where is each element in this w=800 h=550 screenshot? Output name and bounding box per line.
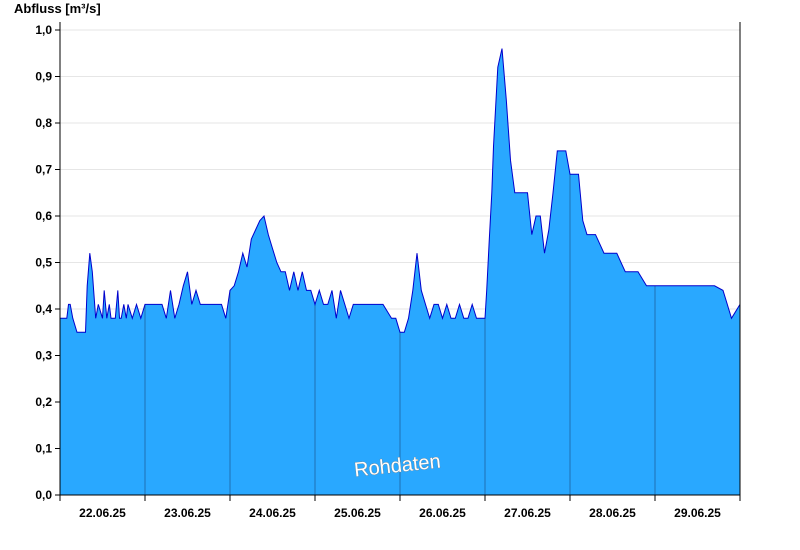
x-tick-label: 29.06.25 (674, 506, 721, 520)
y-tick-label: 0,6 (35, 209, 52, 223)
x-tick-label: 23.06.25 (164, 506, 211, 520)
x-tick-label: 22.06.25 (79, 506, 126, 520)
y-tick-label: 0,1 (35, 442, 52, 456)
y-tick-label: 0,8 (35, 116, 52, 130)
x-tick-label: 24.06.25 (249, 506, 296, 520)
x-tick-label: 28.06.25 (589, 506, 636, 520)
x-tick-label: 25.06.25 (334, 506, 381, 520)
x-tick-label: 27.06.25 (504, 506, 551, 520)
y-tick-labels: 0,0 0,1 0,2 0,3 0,4 0,5 0,6 0,7 0,8 0,9 1,0 (35, 23, 60, 502)
day-separators (144, 174, 656, 495)
y-tick-label: 0,9 (35, 70, 52, 84)
y-tick-label: 0,3 (35, 349, 52, 363)
y-tick-label: 0,0 (35, 488, 52, 502)
y-tick-label: 0,2 (35, 395, 52, 409)
y-tick-label: 0,7 (35, 163, 52, 177)
y-tick-label: 0,5 (35, 256, 52, 270)
y-tick-label: 1,0 (35, 23, 52, 37)
x-tick-labels: 22.06.25 23.06.25 24.06.25 25.06.25 26.06.25… (59, 495, 741, 520)
discharge-line (60, 48, 741, 333)
y-tick-label: 0,4 (35, 302, 52, 316)
y-axis-title: Abfluss [m³/s] (14, 1, 101, 16)
x-tick-label: 26.06.25 (419, 506, 466, 520)
